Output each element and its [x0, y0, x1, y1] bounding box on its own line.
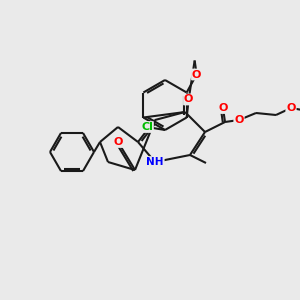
Text: O: O [113, 137, 123, 147]
Text: O: O [184, 94, 193, 104]
Text: Cl: Cl [141, 122, 153, 132]
Text: NH: NH [146, 157, 164, 167]
Text: O: O [218, 103, 228, 113]
Text: O: O [234, 115, 244, 125]
Text: O: O [286, 103, 296, 113]
Text: O: O [192, 70, 201, 80]
